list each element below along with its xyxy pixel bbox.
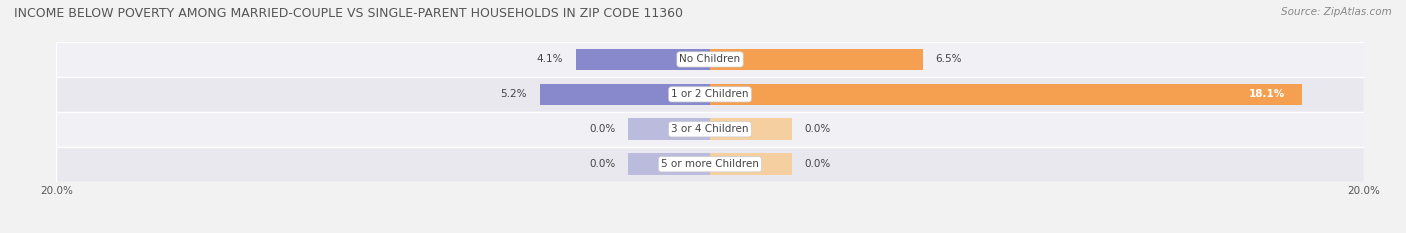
Bar [56,147,1364,182]
Text: 5 or more Children: 5 or more Children [661,159,759,169]
Bar [710,49,922,70]
Bar [56,42,1364,77]
Bar [710,83,1302,105]
Text: 0.0%: 0.0% [804,159,831,169]
Bar [628,118,710,140]
Bar [576,49,710,70]
Bar [56,77,1364,112]
Text: 6.5%: 6.5% [935,55,962,64]
Text: 18.1%: 18.1% [1249,89,1285,99]
Text: 1 or 2 Children: 1 or 2 Children [671,89,749,99]
Text: 3 or 4 Children: 3 or 4 Children [671,124,749,134]
Text: 0.0%: 0.0% [589,159,616,169]
Bar [710,118,792,140]
Bar [540,83,710,105]
Text: Source: ZipAtlas.com: Source: ZipAtlas.com [1281,7,1392,17]
Text: 0.0%: 0.0% [589,124,616,134]
Bar [710,153,792,175]
Text: 5.2%: 5.2% [501,89,527,99]
Bar [628,153,710,175]
Text: INCOME BELOW POVERTY AMONG MARRIED-COUPLE VS SINGLE-PARENT HOUSEHOLDS IN ZIP COD: INCOME BELOW POVERTY AMONG MARRIED-COUPL… [14,7,683,20]
Text: No Children: No Children [679,55,741,64]
Bar [56,112,1364,147]
Text: 4.1%: 4.1% [537,55,562,64]
Text: 0.0%: 0.0% [804,124,831,134]
